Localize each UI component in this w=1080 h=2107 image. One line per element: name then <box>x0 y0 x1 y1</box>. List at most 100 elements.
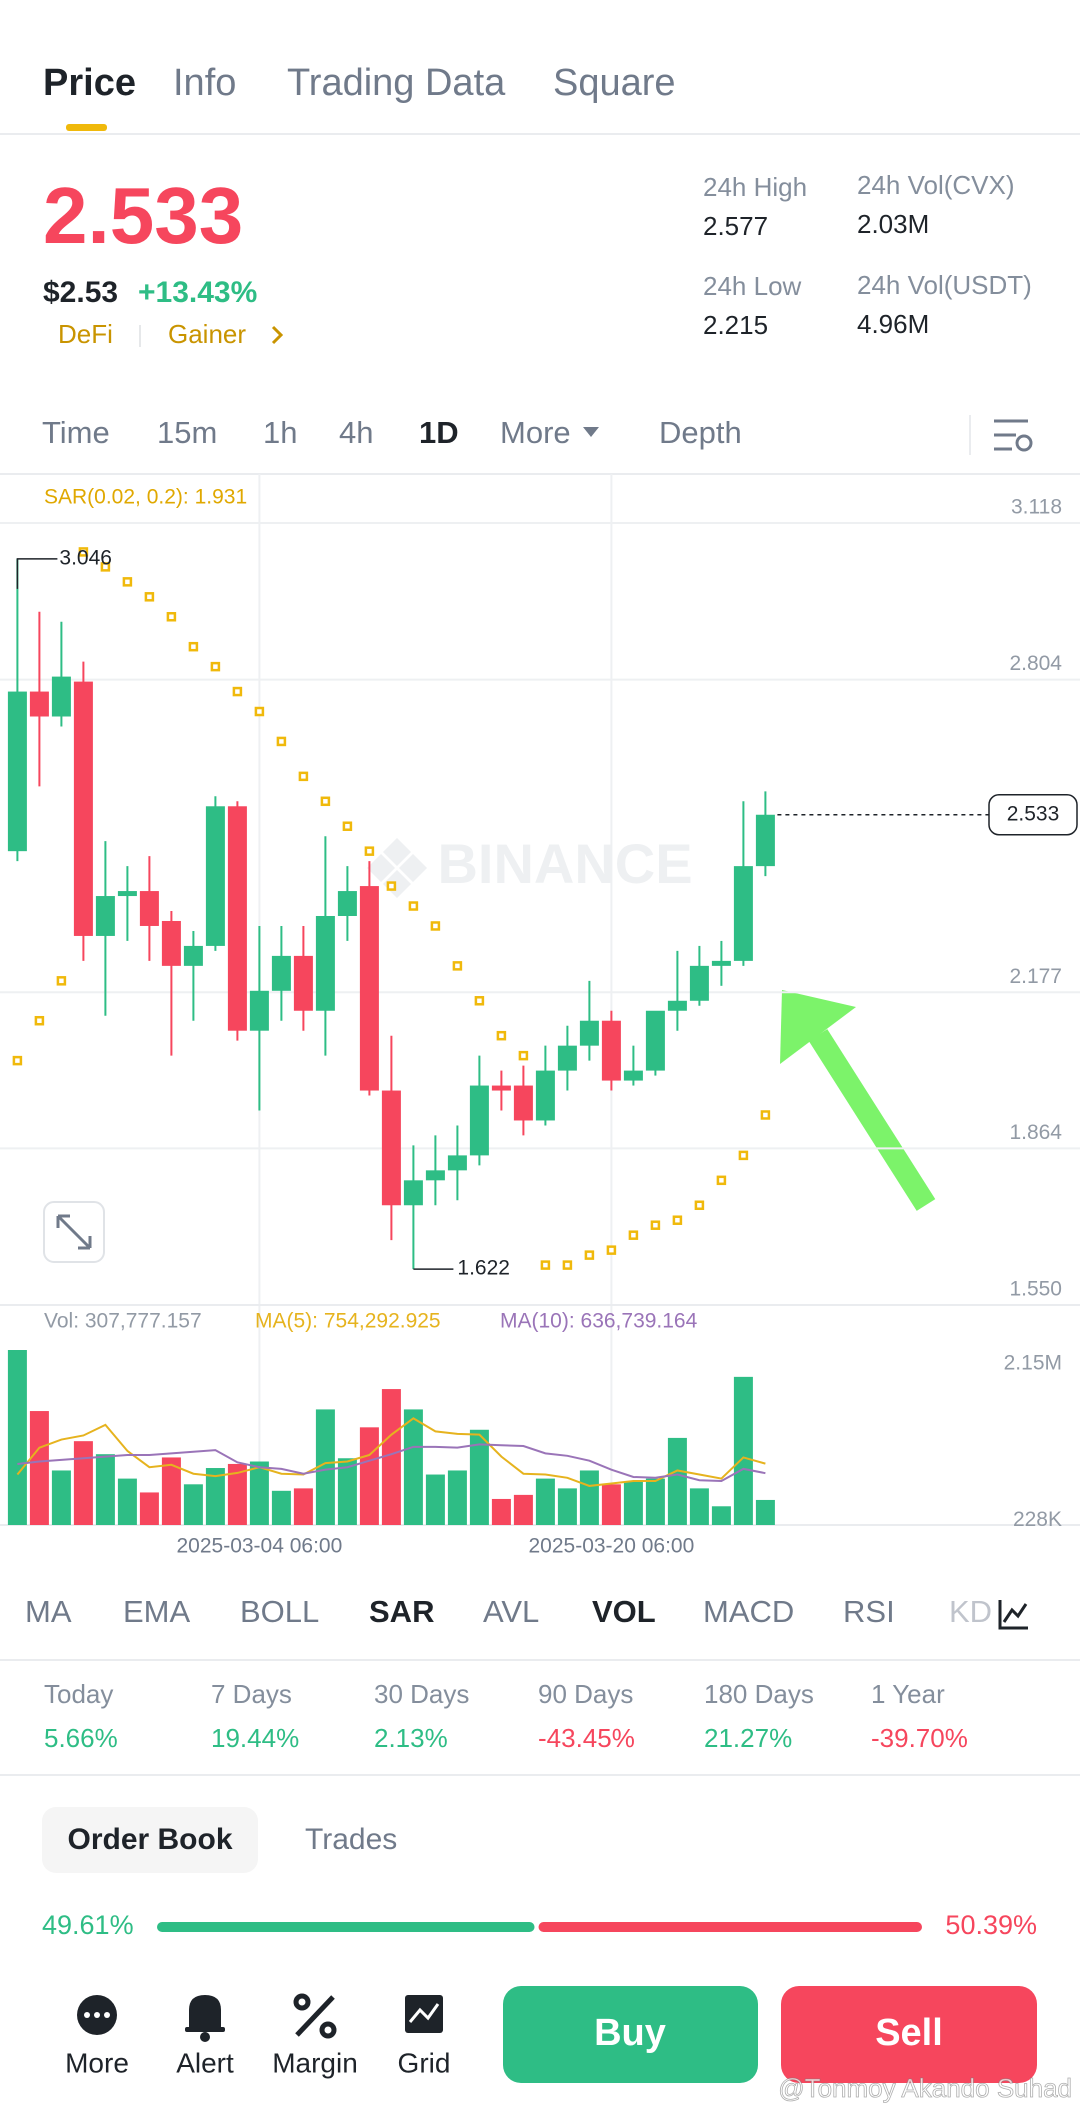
candle-body <box>359 886 379 1091</box>
alert-icon[interactable] <box>185 1995 225 2042</box>
indicator-tab[interactable]: VOL <box>592 1594 656 1629</box>
sell-button[interactable] <box>781 1986 1037 2083</box>
indicator-tab[interactable]: MA <box>25 1594 72 1629</box>
indicator-tab[interactable]: RSI <box>843 1594 895 1629</box>
ask-ratio-bar <box>538 1922 922 1932</box>
candle-body <box>73 681 93 936</box>
tab-indicator <box>66 124 107 131</box>
sar-dot <box>342 821 353 831</box>
indicator-tab[interactable]: KD <box>949 1594 992 1629</box>
nav-label[interactable]: Grid <box>398 2047 451 2078</box>
volume-bar <box>337 1458 357 1525</box>
candle-body <box>95 896 115 936</box>
chart-settings-icon[interactable] <box>994 419 1033 452</box>
nav-label[interactable]: More <box>65 2047 129 2078</box>
candle-body <box>535 1070 555 1121</box>
order-book-tab[interactable]: Trades <box>305 1823 397 1856</box>
indicator-tab[interactable]: MACD <box>703 1594 794 1629</box>
volume-bar <box>271 1490 291 1525</box>
candle-body <box>425 1170 445 1181</box>
bid-ratio-bar <box>157 1922 535 1932</box>
stat-value: 2.03M <box>857 209 929 239</box>
top-tab[interactable]: Square <box>553 62 676 104</box>
order-book-tab[interactable]: Order Book <box>67 1823 232 1856</box>
sar-dot <box>606 1245 617 1255</box>
sar-dot <box>518 1050 529 1061</box>
indicator-settings-icon[interactable] <box>998 1600 1028 1630</box>
candle-body <box>29 691 49 717</box>
sar-dot <box>232 686 243 697</box>
interval-tab[interactable]: 1h <box>263 415 297 450</box>
volume-bar <box>249 1461 269 1525</box>
margin-icon[interactable] <box>293 1993 337 2039</box>
volume-bar <box>689 1488 709 1525</box>
performance-label: 180 Days <box>704 1679 814 1709</box>
sar-dot <box>650 1220 661 1230</box>
sar-dot <box>320 796 331 807</box>
price-tag-label: 2.533 <box>1007 802 1060 825</box>
volume-bar <box>755 1499 775 1525</box>
candle-body <box>557 1045 577 1071</box>
sar-dot <box>408 901 419 911</box>
top-tab[interactable]: Info <box>173 62 236 104</box>
candle-body <box>271 955 291 991</box>
nav-label[interactable]: Alert <box>176 2047 234 2078</box>
order-book-tab-bg[interactable] <box>42 1807 258 1873</box>
indicator-tab[interactable]: BOLL <box>240 1594 319 1629</box>
high-marker <box>16 558 58 589</box>
y-tick-label: 1.550 <box>1009 1278 1062 1301</box>
volume-bar <box>7 1350 27 1525</box>
more-icon[interactable] <box>77 1995 117 2035</box>
sar-dot <box>386 881 397 891</box>
indicator-tab[interactable]: AVL <box>483 1594 539 1629</box>
interval-tab[interactable]: 1D <box>419 415 459 450</box>
performance-value: -39.70% <box>871 1723 968 1753</box>
tag[interactable]: Gainer <box>168 319 246 349</box>
chevron-icon <box>271 325 284 345</box>
sar-dot <box>298 771 309 782</box>
buy-label[interactable]: Buy <box>594 2012 666 2054</box>
top-tab[interactable]: Price <box>43 62 136 104</box>
indicator-tab[interactable]: EMA <box>123 1594 191 1629</box>
sell-label[interactable]: Sell <box>875 2012 943 2054</box>
nav-label[interactable]: Margin <box>272 2047 358 2078</box>
candle-body <box>513 1085 533 1121</box>
interval-tab[interactable]: Depth <box>659 415 742 450</box>
interval-tab[interactable]: 4h <box>339 415 373 450</box>
candle-body <box>733 866 753 961</box>
annotation-arrow <box>780 990 936 1211</box>
candle-body <box>293 955 313 1011</box>
volume-bar <box>711 1506 731 1525</box>
tag[interactable]: DeFi <box>58 319 113 349</box>
sar-dot <box>430 921 441 931</box>
interval-tab[interactable]: Time <box>42 415 110 450</box>
y-tick-label: 2.177 <box>1009 965 1062 988</box>
volume-bar <box>403 1409 423 1525</box>
watermark: @Tonmoy Akando Suhad <box>778 2073 1072 2103</box>
volume-bar <box>601 1484 621 1525</box>
buy-button[interactable] <box>503 1986 758 2083</box>
interval-tab[interactable]: 15m <box>157 415 217 450</box>
sar-dot <box>166 612 177 622</box>
volume-bar <box>227 1463 247 1525</box>
candle-body <box>381 1090 401 1206</box>
stat-label: 24h Vol(USDT) <box>857 270 1032 300</box>
performance-label: Today <box>44 1679 113 1709</box>
expand-button[interactable] <box>43 1201 105 1263</box>
candle-body <box>161 920 181 966</box>
top-tab[interactable]: Trading Data <box>287 62 506 104</box>
interval-tab[interactable]: More <box>500 415 571 450</box>
grid-icon[interactable] <box>405 1995 443 2033</box>
sar-dot <box>474 996 485 1006</box>
indicator-tab[interactable]: SAR <box>369 1594 434 1629</box>
chart-watermark: BINANCE <box>437 832 692 895</box>
performance-value: 21.27% <box>704 1723 792 1753</box>
legend-entry: MA(10): 636,739.164 <box>500 1310 698 1333</box>
sar-dot <box>122 577 133 587</box>
sar-dot <box>672 1215 683 1225</box>
ask-ratio-label: 50.39% <box>945 1910 1037 1940</box>
sar-dot <box>78 547 89 557</box>
y-tick-label: 3.118 <box>1011 496 1062 519</box>
